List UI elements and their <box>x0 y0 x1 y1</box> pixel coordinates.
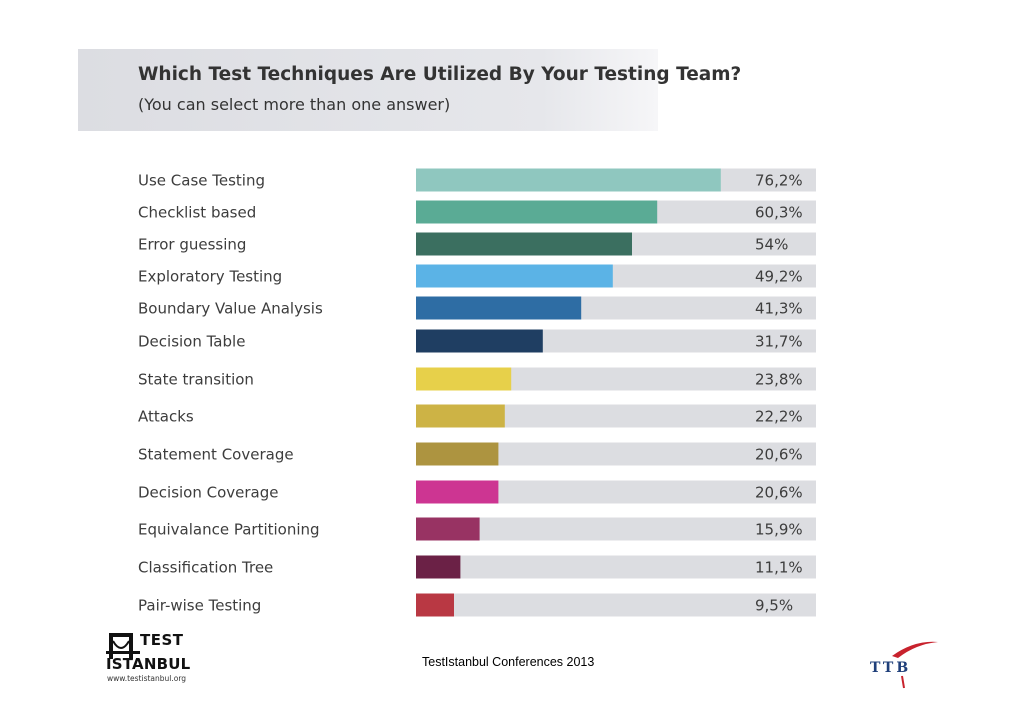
bar-track <box>416 480 816 504</box>
category-label: Classification Tree <box>138 559 273 577</box>
value-label: 15,9% <box>755 521 803 539</box>
category-label: Decision Coverage <box>138 484 279 502</box>
category-label: Pair-wise Testing <box>138 597 261 615</box>
bar-chart: Use Case Testing 76,2% Checklist based 60,3… <box>138 168 816 617</box>
bridge-icon <box>106 633 140 659</box>
bar <box>416 442 499 466</box>
value-label: 31,7% <box>755 333 803 351</box>
category-label: Error guessing <box>138 236 246 254</box>
bar-track <box>416 555 816 579</box>
value-label: 22,2% <box>755 408 803 426</box>
bar-track <box>416 404 816 428</box>
value-label: 76,2% <box>755 172 803 190</box>
bar <box>416 555 461 579</box>
ttb-logo-text: TTB <box>870 660 912 676</box>
category-label: Attacks <box>138 408 194 426</box>
header-band <box>78 49 658 131</box>
bar <box>416 593 454 617</box>
bar <box>416 232 632 256</box>
bar <box>416 329 543 353</box>
value-label: 60,3% <box>755 204 803 222</box>
category-label: Equivalance Partitioning <box>138 521 320 539</box>
bar <box>416 367 512 391</box>
value-label: 41,3% <box>755 300 803 318</box>
footer-caption: TestIstanbul Conferences 2013 <box>422 655 595 669</box>
logo-test-text: TEST <box>140 631 184 649</box>
bar <box>416 168 721 192</box>
ttb-logo: TTB <box>862 638 942 690</box>
bar <box>416 264 613 288</box>
value-label: 9,5% <box>755 597 793 615</box>
chart-title: Which Test Techniques Are Utilized By Yo… <box>138 64 742 85</box>
logo-url-text: www.testistanbul.org <box>107 674 187 683</box>
value-label: 20,6% <box>755 446 803 464</box>
bar-track <box>416 367 816 391</box>
value-label: 54% <box>755 236 788 254</box>
value-label: 23,8% <box>755 371 803 389</box>
testistanbul-logo: TEST ISTANBUL www.testistanbul.org <box>106 631 196 687</box>
category-label: State transition <box>138 371 254 389</box>
bar <box>416 404 505 428</box>
bar <box>416 296 582 320</box>
bar <box>416 517 480 541</box>
chart-subtitle: (You can select more than one answer) <box>138 95 451 114</box>
logo-istanbul-text: ISTANBUL <box>106 655 191 673</box>
bar-track <box>416 517 816 541</box>
value-label: 11,1% <box>755 559 803 577</box>
bar-track <box>416 593 816 617</box>
category-label: Decision Table <box>138 333 245 351</box>
category-label: Statement Coverage <box>138 446 294 464</box>
bar <box>416 200 658 224</box>
bar-track <box>416 442 816 466</box>
category-label: Checklist based <box>138 204 256 222</box>
category-label: Boundary Value Analysis <box>138 300 323 318</box>
value-label: 20,6% <box>755 484 803 502</box>
category-label: Use Case Testing <box>138 172 265 190</box>
category-label: Exploratory Testing <box>138 268 282 286</box>
value-label: 49,2% <box>755 268 803 286</box>
swoosh-icon <box>892 641 938 689</box>
bar <box>416 480 499 504</box>
